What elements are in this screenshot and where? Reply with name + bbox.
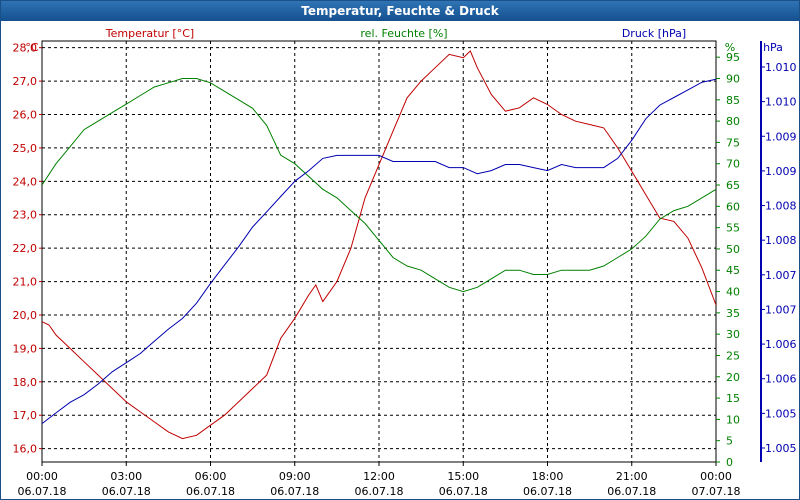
y-right-outer-tick-label: 1.006 — [765, 373, 797, 386]
x-tick-time: 00:00 — [26, 470, 58, 483]
y-left-tick-label: 27,0 — [13, 75, 38, 88]
x-tick-time: 21:00 — [616, 470, 648, 483]
y-right-tick-label: 45 — [726, 264, 740, 277]
y-right-tick-label: 85 — [726, 94, 740, 107]
y-right-outer-unit: hPa — [763, 41, 783, 54]
y-right-tick-label: 90 — [726, 72, 740, 85]
temperature-series-line — [41, 50, 717, 440]
y-left-tick-label: 23,0 — [13, 209, 38, 222]
y-left-tick-label: 19,0 — [13, 342, 38, 355]
y-left-tick-label: 16,0 — [13, 443, 38, 456]
y-left-tick-label: 18,0 — [13, 376, 38, 389]
y-right-tick-label: 50 — [726, 243, 740, 256]
x-tick-date: 06.07.18 — [102, 485, 151, 498]
x-tick-time: 18:00 — [532, 470, 564, 483]
x-tick-time: 06:00 — [195, 470, 227, 483]
y-right-tick-label: 60 — [726, 200, 740, 213]
y-right-outer-tick-label: 1.007 — [765, 269, 797, 282]
y-left-tick-label: 21,0 — [13, 276, 38, 289]
y-right-tick-label: 20 — [726, 371, 740, 384]
y-left-tick-label: 22,0 — [13, 242, 38, 255]
humidity-series-line — [41, 78, 717, 293]
y-right-outer-tick-label: 1.007 — [765, 303, 797, 316]
x-tick-time: 15:00 — [447, 470, 479, 483]
y-left-tick-label: 26,0 — [13, 109, 38, 122]
y-right-outer-tick-label: 1.010 — [765, 96, 797, 109]
x-tick-time: 09:00 — [279, 470, 311, 483]
y-right-tick-label: 55 — [726, 222, 740, 235]
y-right-outer-tick-label: 1.008 — [765, 234, 797, 247]
grid — [42, 41, 716, 462]
x-tick-date: 06.07.18 — [270, 485, 319, 498]
y-right-label: rel. Feuchte [%] — [360, 27, 447, 40]
x-tick-date: 06.07.18 — [355, 485, 404, 498]
y-right-tick-label: 0 — [726, 456, 733, 469]
y-right-tick-label: 25 — [726, 349, 740, 362]
y-right-tick-label: 75 — [726, 136, 740, 149]
y-right-outer-tick-label: 1.005 — [765, 407, 797, 420]
axes: 16,0 17,0 18,0 19,0 20,0 21,0 22,0 23,0 24,0 25,0… — [13, 41, 797, 498]
y-left-label: Temperatur [°C] — [105, 27, 194, 40]
y-left-unit: °C — [25, 41, 39, 54]
y-right-outer-tick-label: 1.008 — [765, 200, 797, 213]
y-left-tick-label: 24,0 — [13, 175, 38, 188]
x-tick-time: 03:00 — [110, 470, 142, 483]
x-tick-date: 06.07.18 — [439, 485, 488, 498]
y-right-tick-label: 95 — [726, 51, 740, 64]
y-right-tick-label: 10 — [726, 413, 740, 426]
y-right-outer-tick-label: 1.009 — [765, 165, 797, 178]
y-right-outer-label: Druck [hPa] — [622, 27, 686, 40]
y-right-unit: % — [725, 41, 735, 54]
y-right-outer-tick-label: 1.010 — [765, 61, 797, 74]
axis-labels: Temperatur [°C] rel. Feuchte [%] Druck [… — [25, 27, 783, 54]
y-left-tick-label: 20,0 — [13, 309, 38, 322]
series-layer — [41, 50, 717, 440]
y-right-tick-label: 30 — [726, 328, 740, 341]
y-right-tick-label: 15 — [726, 392, 740, 405]
x-tick-date: 06.07.18 — [18, 485, 67, 498]
x-tick-date: 06.07.18 — [607, 485, 656, 498]
y-right-tick-label: 35 — [726, 307, 740, 320]
y-right-outer-tick-label: 1.006 — [765, 338, 797, 351]
x-tick-date: 07.07.18 — [692, 485, 741, 498]
y-left-tick-label: 17,0 — [13, 409, 38, 422]
x-tick-time: 00:00 — [700, 470, 732, 483]
y-right-tick-label: 40 — [726, 286, 740, 299]
y-right-outer-tick-label: 1.005 — [765, 442, 797, 455]
y-right-tick-label: 5 — [726, 435, 733, 448]
y-right-outer-tick-label: 1.009 — [765, 130, 797, 143]
x-tick-date: 06.07.18 — [186, 485, 235, 498]
y-right-tick-label: 80 — [726, 115, 740, 128]
y-right-tick-label: 70 — [726, 158, 740, 171]
x-tick-time: 12:00 — [363, 470, 395, 483]
y-right-tick-label: 65 — [726, 179, 740, 192]
x-tick-date: 06.07.18 — [523, 485, 572, 498]
y-left-tick-label: 28,0 — [13, 42, 38, 55]
y-left-tick-label: 25,0 — [13, 142, 38, 155]
chart-title: Temperatur, Feuchte & Druck — [1, 1, 799, 21]
pressure-series-line — [41, 78, 717, 424]
